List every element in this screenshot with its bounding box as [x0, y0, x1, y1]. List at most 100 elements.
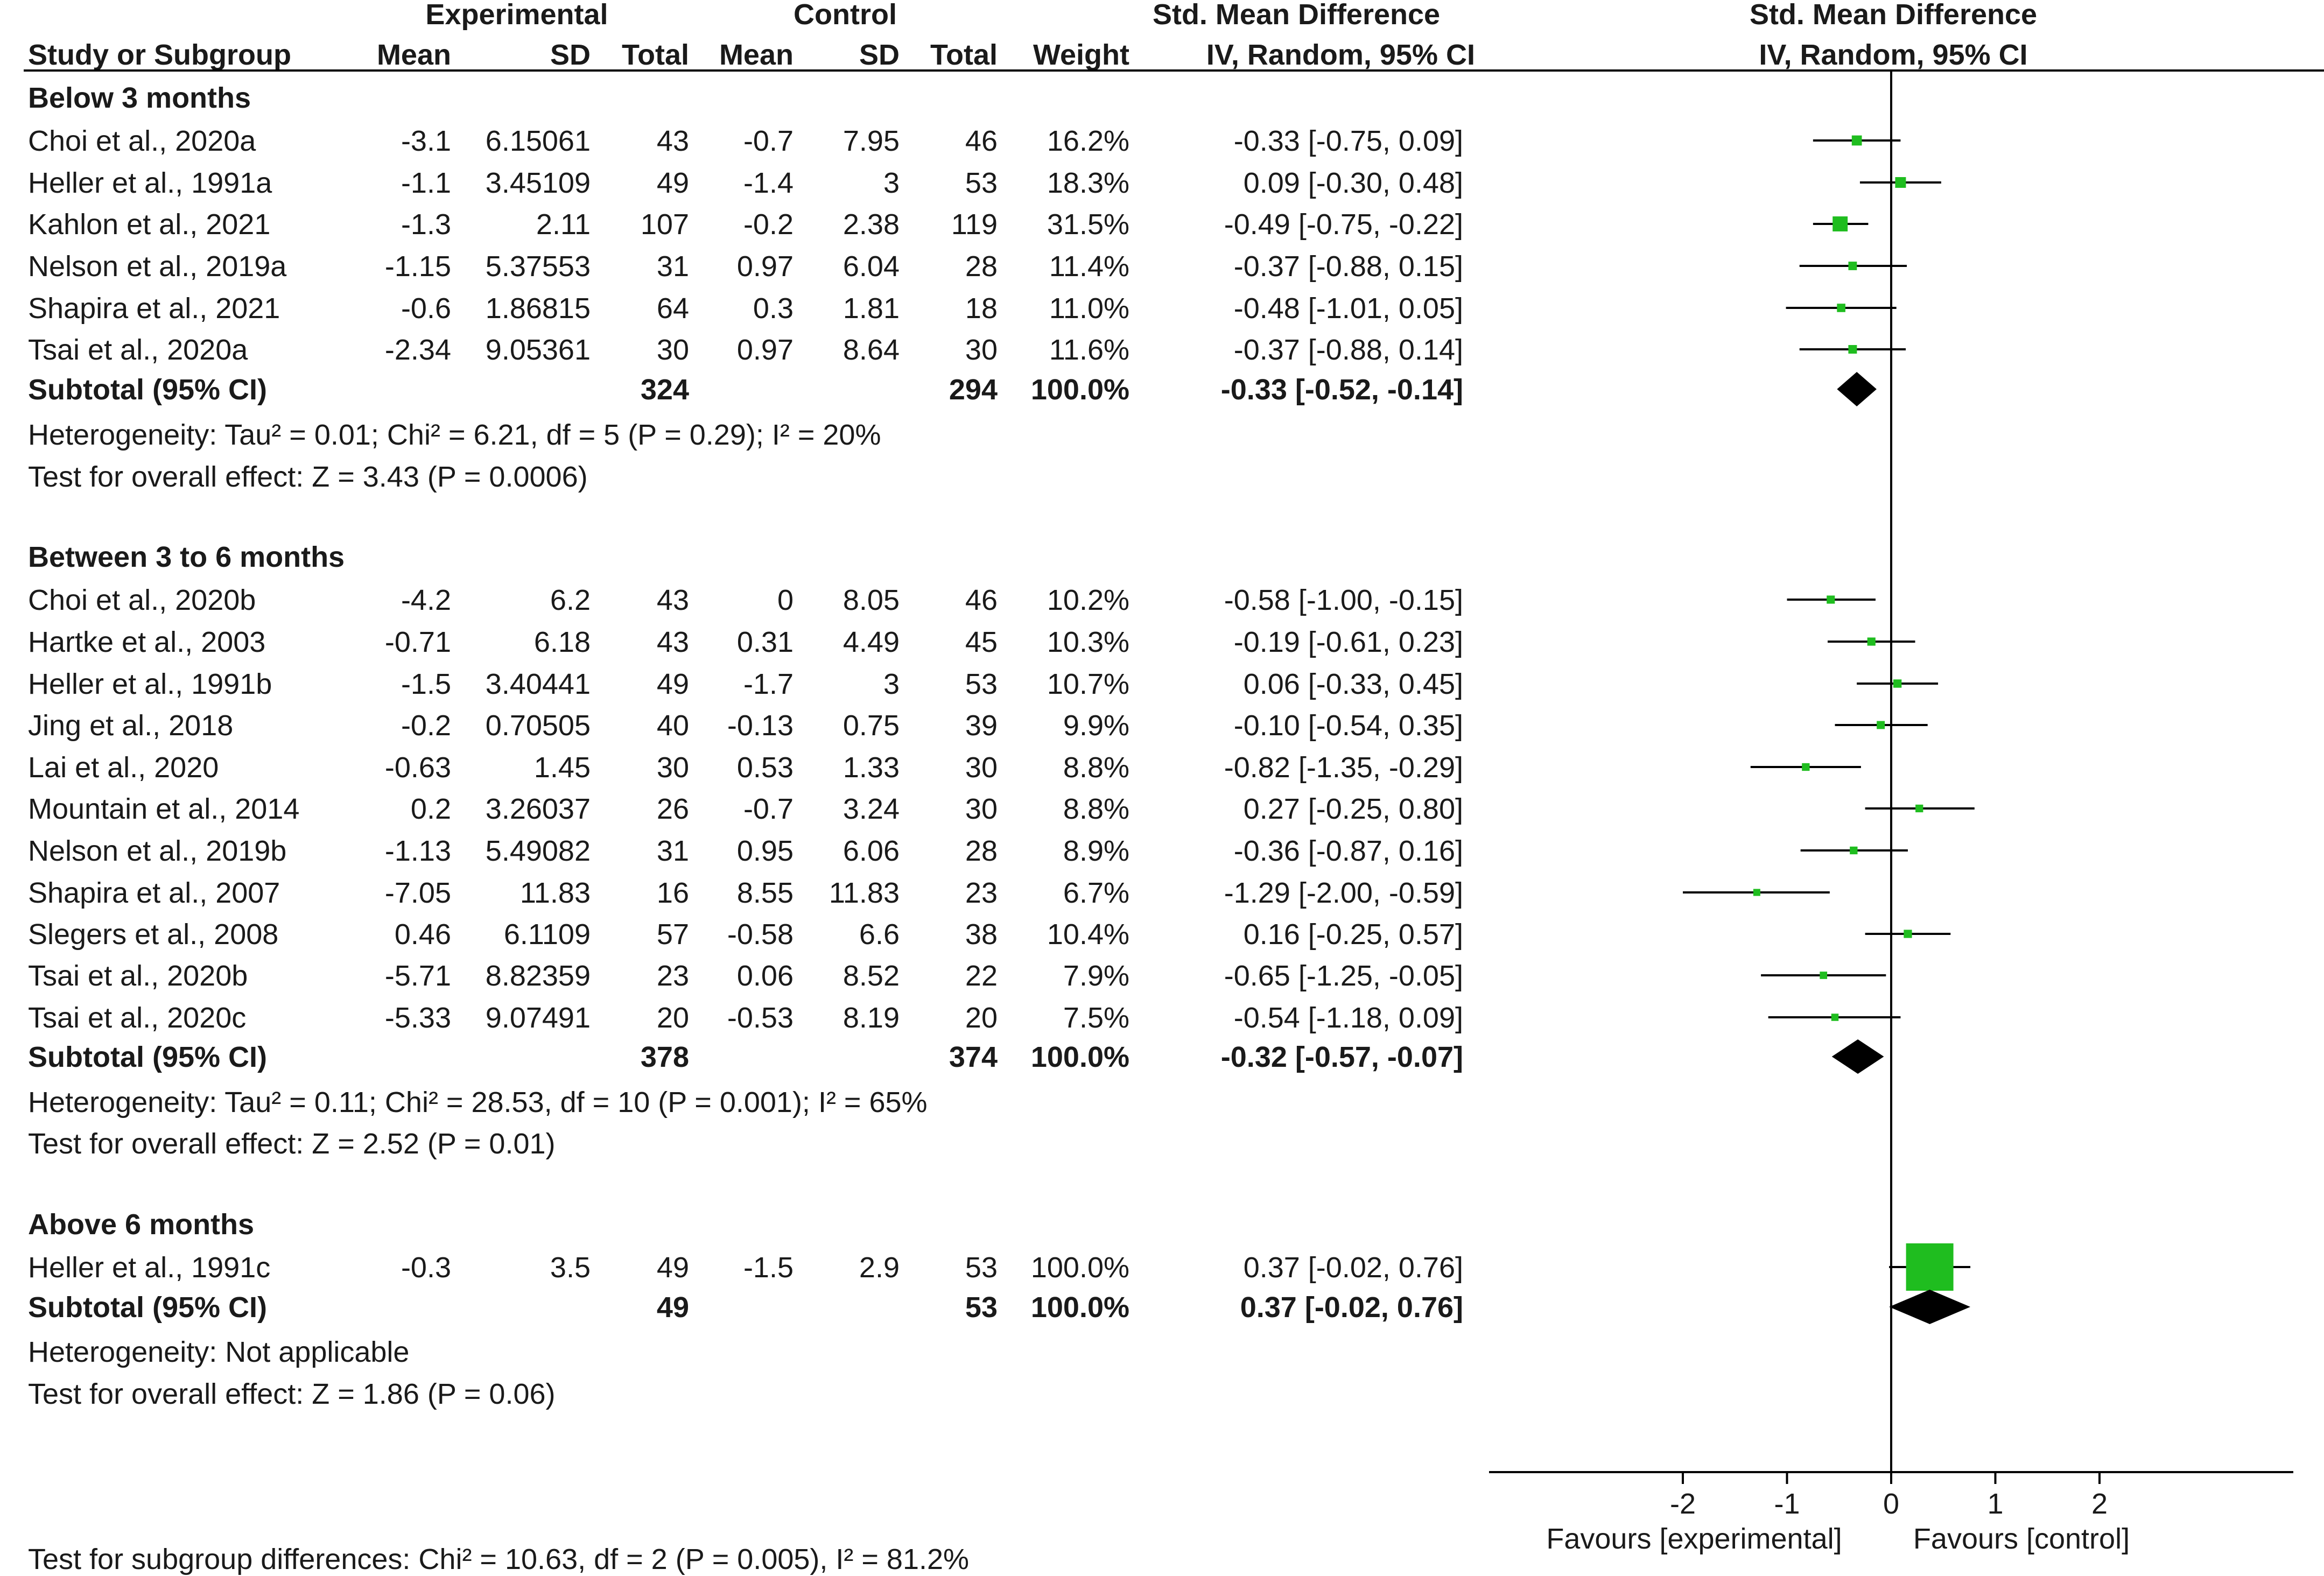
ci-method-header-plot: IV, Random, 95% CI [1759, 39, 2027, 71]
heterogeneity-text: Heterogeneity: Tau² = 0.11; Chi² = 28.53… [28, 1086, 928, 1118]
weight-value: 11.4% [1049, 250, 1129, 283]
total-c-header: Total [930, 39, 998, 71]
mean-experimental: -1.15 [385, 250, 451, 283]
effect-square [1895, 177, 1906, 188]
smd-ci-value: -0.54 [-1.18, 0.09] [1234, 1002, 1463, 1034]
study-row: Tsai et al., 2020a -2.34 9.05361 30 0.97 8.64… [28, 334, 1463, 366]
subtotal-diamond [1837, 372, 1877, 406]
subtotal-total-experimental: 324 [641, 374, 689, 406]
subtotal-row: Subtotal (95% CI) 49 53 100.0% 0.37 [-0.02, … [28, 1291, 1463, 1324]
sd-control: 1.81 [843, 292, 900, 325]
effect-square [1832, 216, 1848, 231]
study-row: Choi et al., 2020a -3.1 6.15061 43 -0.7 7.95 4… [28, 125, 1463, 157]
sd-control: 6.04 [843, 250, 900, 283]
smd-ci-value: -0.49 [-0.75, -0.22] [1224, 208, 1463, 241]
total-control: 39 [965, 709, 998, 742]
smd-ci-value: -0.48 [-1.01, 0.05] [1234, 292, 1463, 325]
study-column-header: Study or Subgroup [28, 39, 291, 71]
sd-control: 1.33 [843, 751, 900, 784]
sd-experimental: 6.2 [550, 584, 591, 616]
total-control: 45 [965, 626, 998, 658]
study-row: Nelson et al., 2019b -1.13 5.49082 31 0.95 6.… [28, 835, 1463, 867]
mean-control: -0.7 [743, 793, 794, 825]
effect-square [1904, 930, 1912, 938]
study-name: Heller et al., 1991c [28, 1251, 270, 1284]
x-tick-label: 1 [1987, 1488, 2003, 1520]
subtotal-total-control: 294 [949, 374, 998, 406]
subgroup-differences-test: Test for subgroup differences: Chi² = 10… [28, 1543, 969, 1575]
total-control: 22 [965, 960, 998, 992]
mean-control: 0.97 [737, 334, 794, 366]
x-tick-label: -2 [1670, 1488, 1696, 1520]
mean-control: 0.95 [737, 835, 794, 867]
mean-experimental: -5.71 [385, 960, 451, 992]
subtotal-total-control: 374 [949, 1041, 998, 1073]
total-control: 30 [965, 334, 998, 366]
sd-experimental: 6.1109 [504, 918, 591, 951]
heterogeneity-text: Heterogeneity: Not applicable [28, 1336, 409, 1368]
x-tick-label: 2 [2091, 1488, 2108, 1520]
smd-ci-value: 0.37 [-0.02, 0.76] [1244, 1251, 1463, 1284]
mean-control: -1.5 [743, 1251, 794, 1284]
subtotal-row: Subtotal (95% CI) 378 374 100.0% -0.32 [-0.5… [28, 1041, 1463, 1073]
weight-value: 8.9% [1063, 835, 1129, 867]
table-rows: Below 3 months Choi et al., 2020a -3.1 6.15… [28, 82, 1463, 1410]
smd-ci-value: 0.27 [-0.25, 0.80] [1244, 793, 1463, 825]
sd-control: 3 [883, 167, 900, 199]
study-name: Heller et al., 1991b [28, 668, 272, 700]
total-experimental: 20 [657, 1002, 689, 1034]
total-experimental: 49 [657, 1251, 689, 1284]
total-control: 18 [965, 292, 998, 325]
total-e-header: Total [622, 39, 689, 71]
smd-ci-value: 0.06 [-0.33, 0.45] [1244, 668, 1463, 700]
weight-value: 8.8% [1063, 793, 1129, 825]
total-experimental: 49 [657, 668, 689, 700]
subgroup-heading: Above 6 months [28, 1208, 254, 1241]
subtotal-total-control: 53 [965, 1291, 998, 1324]
total-control: 20 [965, 1002, 998, 1034]
study-name: Tsai et al., 2020b [28, 960, 248, 992]
subtotal-diamond [1889, 1290, 1971, 1324]
subtotal-label: Subtotal (95% CI) [28, 374, 267, 406]
effect-square [1802, 763, 1810, 771]
study-row: Choi et al., 2020b -4.2 6.2 43 0 8.05 46 10.2% -… [28, 584, 1463, 616]
effect-square [1848, 262, 1857, 270]
sd-control: 0.75 [843, 709, 900, 742]
weight-value: 16.2% [1047, 125, 1129, 157]
mean-experimental: -1.1 [401, 167, 451, 199]
favours-control-label: Favours [control] [1913, 1523, 2130, 1555]
study-row: Kahlon et al., 2021 -1.3 2.11 107 -0.2 2.38 11… [28, 208, 1463, 241]
smd-ci-value: -0.10 [-0.54, 0.35] [1234, 709, 1463, 742]
study-name: Shapira et al., 2007 [28, 877, 280, 909]
subtotal-weight: 100.0% [1031, 1041, 1129, 1073]
effect-square [1831, 1014, 1839, 1021]
sd-experimental: 3.5 [550, 1251, 591, 1284]
overall-effect-text: Test for overall effect: Z = 1.86 (P = 0… [28, 1378, 556, 1410]
total-experimental: 107 [641, 208, 689, 241]
subgroup-heading: Between 3 to 6 months [28, 541, 345, 573]
total-control: 28 [965, 835, 998, 867]
subtotal-smd-ci: 0.37 [-0.02, 0.76] [1240, 1291, 1463, 1324]
sd-control: 6.6 [859, 918, 900, 951]
total-experimental: 31 [657, 250, 689, 283]
mean-control: -1.7 [743, 668, 794, 700]
mean-control: -0.13 [727, 709, 794, 742]
study-name: Tsai et al., 2020c [28, 1002, 246, 1034]
total-experimental: 30 [657, 751, 689, 784]
study-name: Nelson et al., 2019b [28, 835, 286, 867]
study-row: Hartke et al., 2003 -0.71 6.18 43 0.31 4.49 45… [28, 626, 1463, 658]
mean-experimental: -1.13 [385, 835, 451, 867]
sd-experimental: 1.45 [534, 751, 591, 784]
sd-experimental: 6.18 [534, 626, 591, 658]
smd-ci-value: 0.16 [-0.25, 0.57] [1244, 918, 1463, 951]
mean-control: 0.06 [737, 960, 794, 992]
mean-experimental: 0.46 [395, 918, 451, 951]
study-name: Tsai et al., 2020a [28, 334, 248, 366]
sd-control: 3.24 [843, 793, 900, 825]
mean-experimental: -0.6 [401, 292, 451, 325]
sd-experimental: 3.40441 [486, 668, 591, 700]
sd-control: 8.52 [843, 960, 900, 992]
total-control: 46 [965, 584, 998, 616]
study-row: Heller et al., 1991c -0.3 3.5 49 -1.5 2.9 53 10… [28, 1251, 1463, 1284]
study-name: Nelson et al., 2019a [28, 250, 287, 283]
